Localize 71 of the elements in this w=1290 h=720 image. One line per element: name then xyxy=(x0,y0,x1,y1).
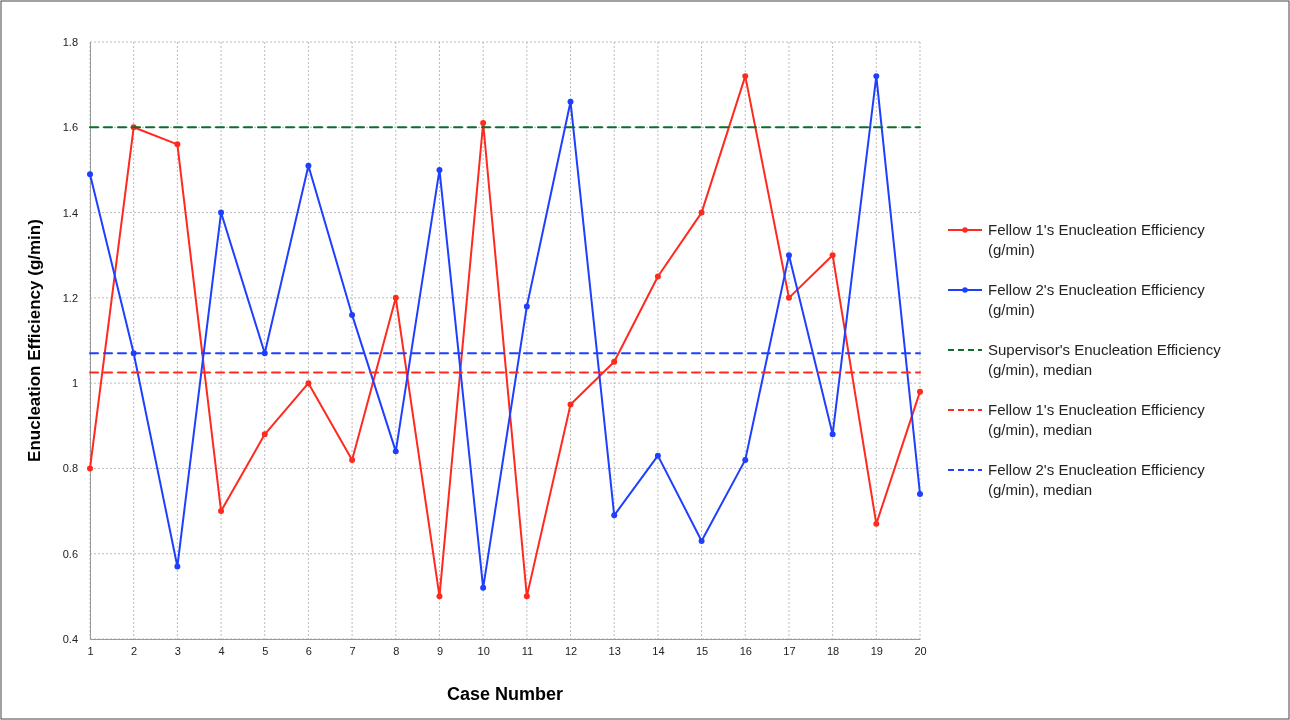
point xyxy=(873,73,880,80)
point xyxy=(174,141,181,148)
x-tick-label: 6 xyxy=(305,644,312,657)
legend-label: Fellow 1's Enucleation Efficiency (g/min) xyxy=(988,221,1206,258)
point xyxy=(523,303,530,310)
y-tick-label: 1.2 xyxy=(62,291,78,304)
x-tick-label: 3 xyxy=(174,644,181,657)
point xyxy=(261,431,268,438)
x-tick-label: 7 xyxy=(349,644,356,657)
point xyxy=(349,311,356,318)
point xyxy=(785,252,792,259)
legend-label: Supervisor's Enucleation Efficiency (g/min), median xyxy=(988,341,1222,378)
point xyxy=(480,120,487,126)
x-tick-label: 8 xyxy=(393,644,400,657)
point xyxy=(523,593,530,600)
y-tick-label: 0.8 xyxy=(62,462,78,475)
x-tick-label: 19 xyxy=(870,644,883,657)
point xyxy=(742,456,749,463)
x-tick-label: 5 xyxy=(262,644,269,657)
point xyxy=(698,209,705,216)
point xyxy=(829,431,836,438)
point xyxy=(305,162,312,169)
point xyxy=(174,563,181,570)
point xyxy=(305,380,312,387)
point xyxy=(567,98,574,105)
x-tick-label: 17 xyxy=(783,644,796,657)
x-tick-label: 4 xyxy=(218,644,225,657)
point xyxy=(436,166,443,173)
point xyxy=(698,537,705,544)
point xyxy=(349,456,356,463)
y-tick-label: 1 xyxy=(71,377,78,390)
x-axis-title: Case Number xyxy=(446,684,564,704)
point xyxy=(436,593,443,600)
x-tick-label: 12 xyxy=(564,644,578,657)
point xyxy=(218,209,225,216)
point xyxy=(917,491,923,497)
point xyxy=(654,273,661,280)
x-tick-label: 18 xyxy=(827,644,840,657)
x-tick-label: 16 xyxy=(739,644,752,657)
y-tick-label: 0.4 xyxy=(62,633,78,646)
x-tick-label: 10 xyxy=(477,644,490,657)
point xyxy=(742,73,749,80)
legend-label: Fellow 1's Enucleation Efficiency (g/min), median xyxy=(988,401,1206,438)
point xyxy=(654,452,661,459)
point xyxy=(567,401,574,408)
point xyxy=(785,294,792,301)
point xyxy=(218,508,225,515)
y-axis-title: Enucleation Efficiency (g/min) xyxy=(25,219,44,462)
x-tick-label: 2 xyxy=(131,644,138,657)
y-tick-label: 1.8 xyxy=(62,36,78,49)
point xyxy=(611,358,618,365)
y-tick-label: 0.6 xyxy=(62,547,78,560)
x-tick-label: 1 xyxy=(87,644,94,657)
legend-label: Fellow 2's Enucleation Efficiency (g/min), median xyxy=(988,461,1206,498)
y-tick-label: 1.6 xyxy=(62,121,78,134)
y-tick-label: 1.4 xyxy=(62,206,78,219)
point xyxy=(392,448,399,455)
point xyxy=(611,512,618,519)
point xyxy=(480,584,487,591)
x-tick-label: 15 xyxy=(695,644,709,657)
point xyxy=(917,388,923,395)
point xyxy=(392,294,399,301)
x-tick-label: 20 xyxy=(914,644,927,657)
point xyxy=(873,520,880,527)
x-tick-label: 13 xyxy=(608,644,621,657)
x-tick-label: 14 xyxy=(652,644,665,657)
legend-label: Fellow 2's Enucleation Efficiency (g/min) xyxy=(988,281,1206,318)
x-tick-label: 9 xyxy=(436,644,444,657)
x-tick-label: 11 xyxy=(521,644,534,657)
point xyxy=(87,171,93,178)
point xyxy=(829,252,836,259)
